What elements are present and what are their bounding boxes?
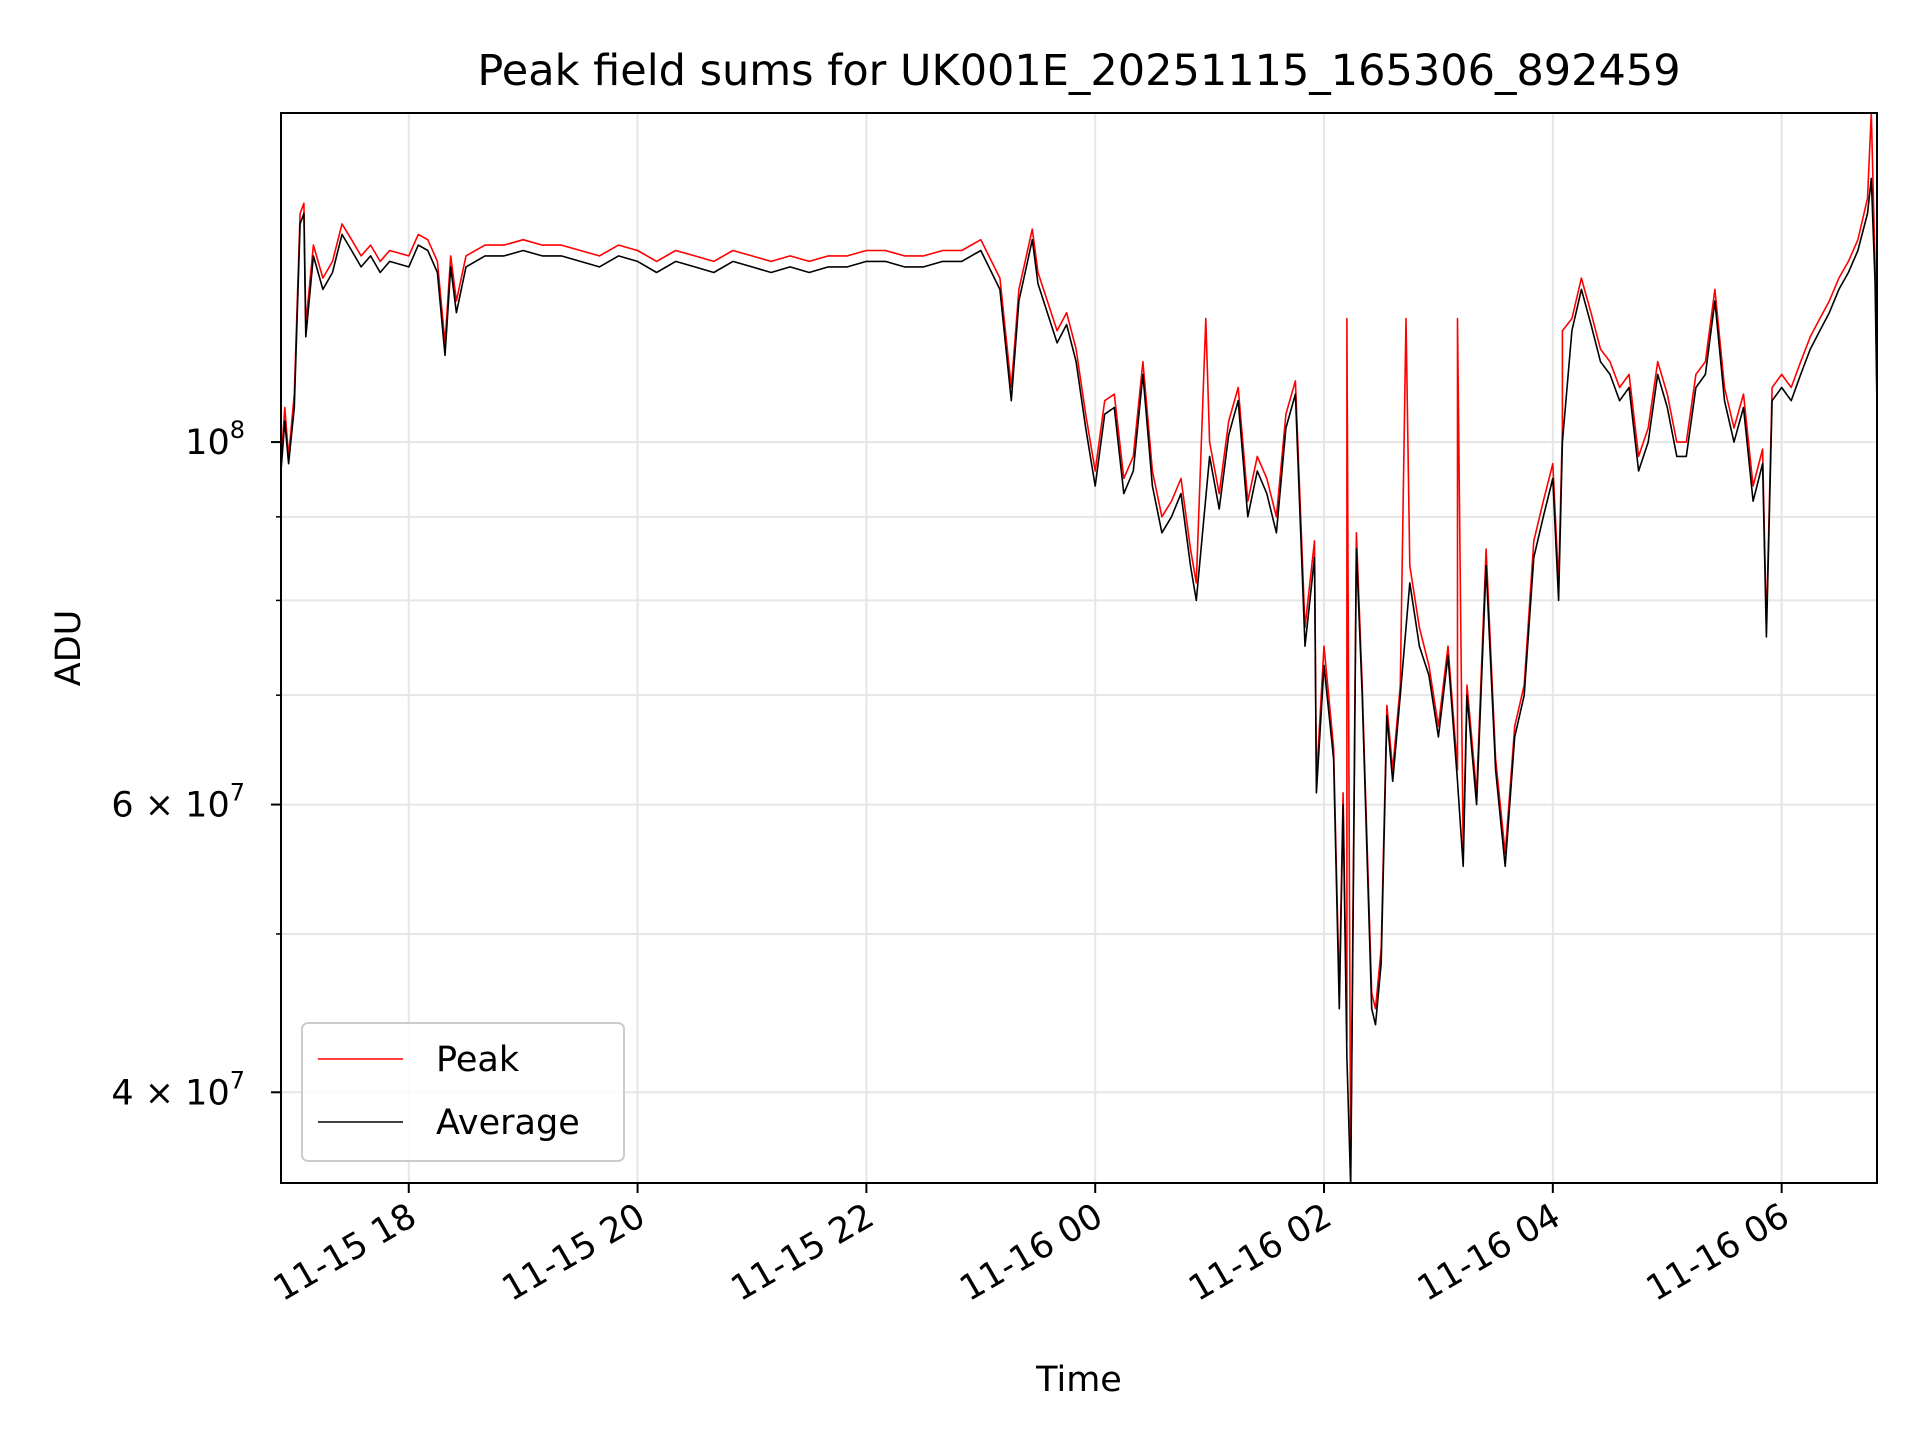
y-tick-label: 4 × 107: [111, 1066, 245, 1113]
legend-average-label: Average: [436, 1103, 580, 1143]
average-series-line: [281, 177, 1877, 1183]
legend: Peak Average: [301, 1022, 625, 1162]
axes-frame: [280, 112, 1878, 1184]
legend-peak-label: Peak: [436, 1040, 520, 1080]
x-axis-label: Time: [1035, 1360, 1122, 1400]
plot-lines: [281, 113, 1877, 1183]
y-tick-label: 108: [185, 416, 245, 463]
y-tick-label: 6 × 107: [111, 779, 245, 826]
chart-title: Peak field sums for UK001E_20251115_1653…: [477, 46, 1680, 96]
peak-series-line: [281, 113, 1877, 1168]
y-axis-label: ADU: [49, 610, 89, 687]
legend-frame: [301, 1022, 625, 1162]
